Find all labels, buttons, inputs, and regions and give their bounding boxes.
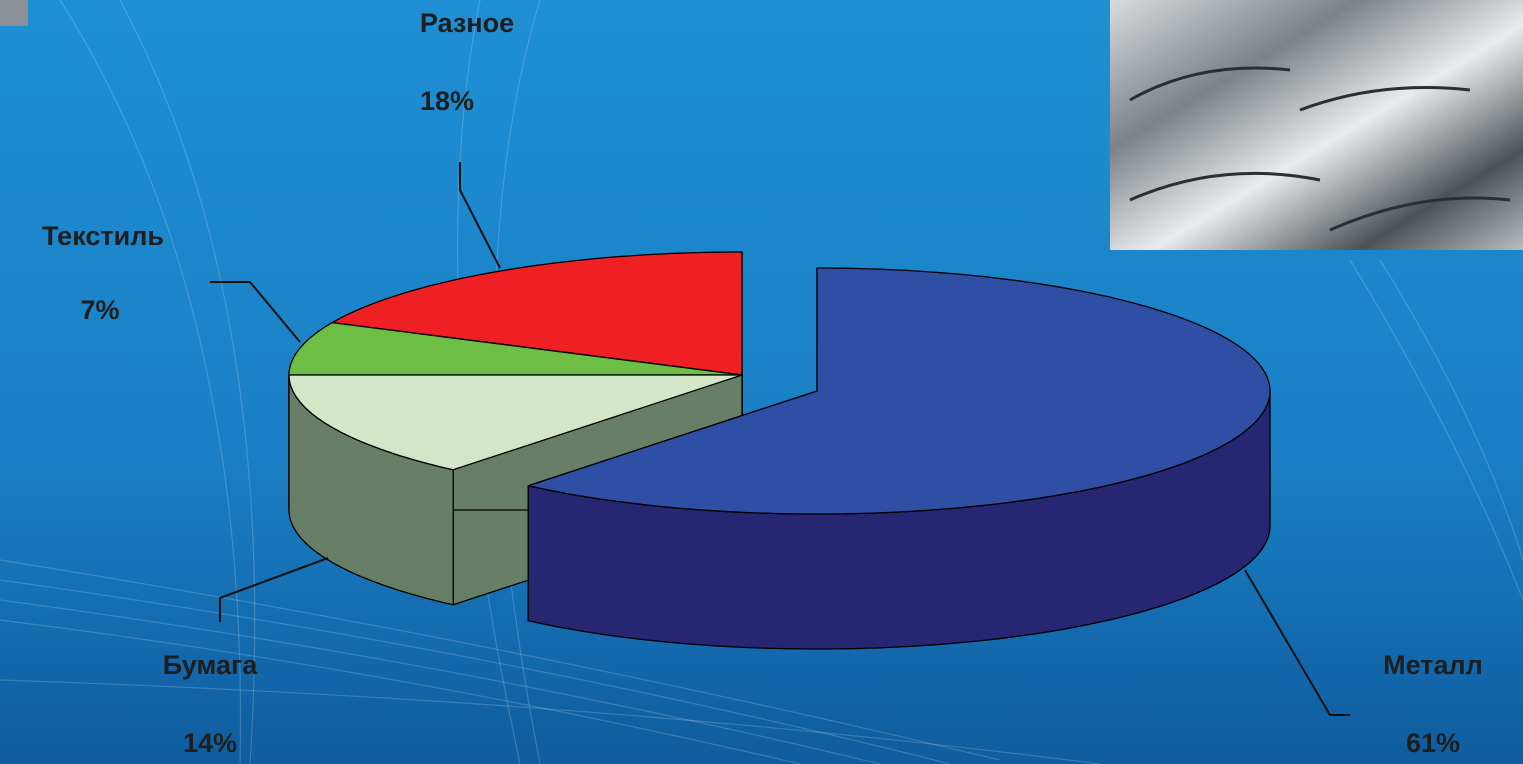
category-label: Металл (1383, 650, 1483, 680)
value-label: 18% (420, 86, 474, 116)
leader-line (459, 162, 501, 269)
value-label: 61% (1406, 728, 1460, 758)
category-label: Разное (420, 8, 514, 38)
value-label: 7% (80, 295, 119, 325)
leader-line (210, 281, 301, 343)
coil-edges (1129, 66, 1511, 232)
slice-top (288, 374, 743, 471)
category-label: Бумага (163, 650, 259, 680)
leader-line (219, 557, 329, 622)
slice-top (527, 267, 1271, 515)
value-label: 14% (183, 728, 237, 758)
slice-top (331, 251, 743, 376)
corner-photo (0, 0, 28, 26)
category-label: Текстиль (42, 221, 164, 251)
steel-coils-photo (1110, 0, 1523, 250)
leader-line (1244, 569, 1350, 716)
slice-top (288, 321, 743, 376)
